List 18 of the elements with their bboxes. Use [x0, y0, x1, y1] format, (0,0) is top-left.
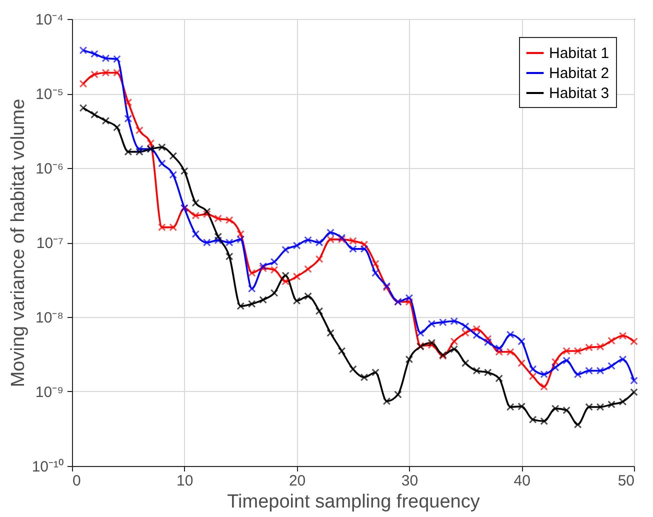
x-tick-label: 50 [618, 472, 634, 490]
y-tick-label: 10⁻⁴ [35, 12, 64, 28]
legend-label: Habitat 1 [549, 45, 610, 62]
x-tick-label: 0 [72, 472, 81, 490]
y-tick-label: 10⁻⁸ [35, 310, 64, 326]
x-tick-label: 10 [176, 472, 194, 490]
y-tick-label: 10⁻⁷ [36, 235, 64, 252]
x-tick-label: 20 [288, 472, 306, 490]
y-tick-label: 10⁻⁶ [36, 160, 64, 178]
legend-label: Habitat 2 [549, 65, 610, 82]
x-tick-label: 40 [514, 472, 530, 490]
y-axis-title: Moving variance of habitat volume [8, 98, 29, 388]
y-tick-label: 10⁻¹⁰ [32, 458, 64, 476]
x-tick-label: 30 [401, 472, 418, 490]
x-axis-title: Timepoint sampling frequency [227, 492, 480, 512]
legend-label: Habitat 3 [549, 85, 610, 102]
y-tick-label: 10⁻⁹ [35, 384, 64, 401]
y-tick-label: 10⁻⁵ [36, 86, 64, 103]
